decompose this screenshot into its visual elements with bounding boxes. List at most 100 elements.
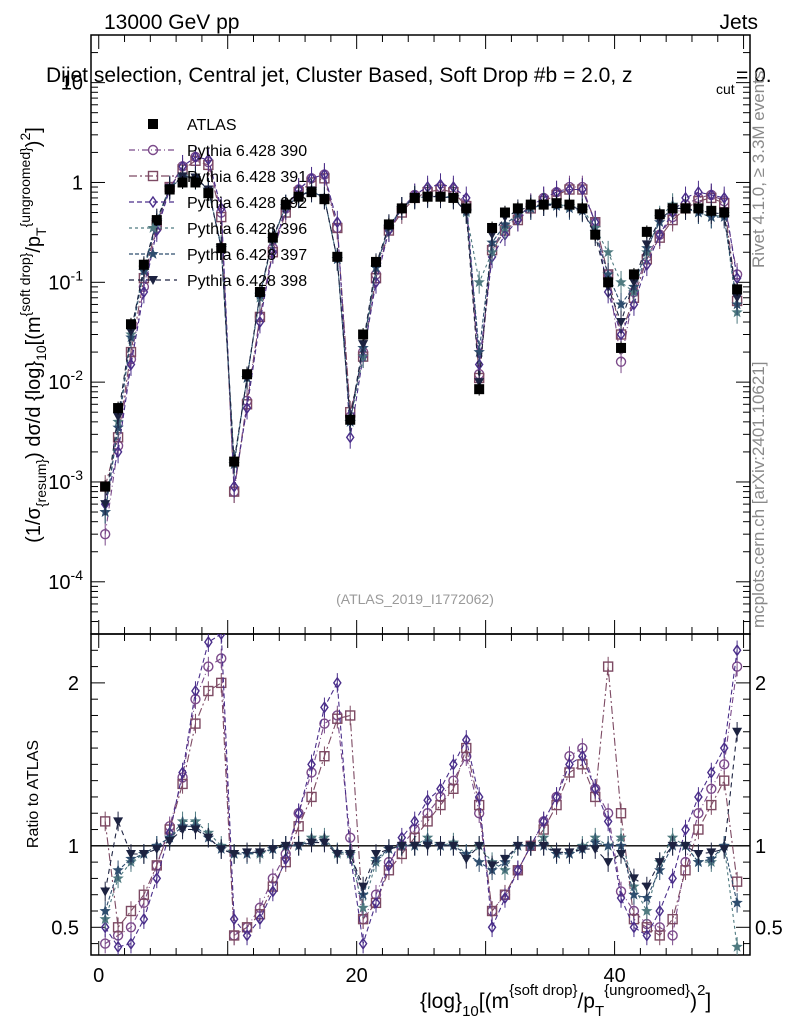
ratio-point xyxy=(732,727,743,737)
ratio-point xyxy=(473,856,485,867)
data-point xyxy=(242,369,253,380)
data-point xyxy=(732,284,743,295)
data-point xyxy=(641,240,652,250)
ratio-point xyxy=(487,861,498,871)
ratio-point xyxy=(357,901,369,913)
ratio-point xyxy=(706,799,717,811)
ratio-point xyxy=(615,808,627,819)
ratio-point xyxy=(396,841,407,851)
ratio-point xyxy=(680,841,691,851)
ratio-tick-label-right: 2 xyxy=(755,673,766,695)
legend-entry: Pythia 6.428 396 xyxy=(129,221,307,238)
data-point xyxy=(204,153,213,166)
ratio-point xyxy=(152,872,162,885)
ratio-point xyxy=(254,848,265,858)
axes: 0 20 40 10-4 10-3 10-2 10-1 1 10 0.5 0.5 1 1 2 2 xyxy=(48,34,783,987)
ratio-point xyxy=(216,845,227,855)
ratio-point xyxy=(255,912,265,926)
data-point xyxy=(693,203,704,214)
data-point xyxy=(473,346,485,357)
series-5 xyxy=(99,166,743,524)
legend-marker xyxy=(147,248,159,259)
data-point xyxy=(642,258,652,271)
ratio-point xyxy=(655,904,665,918)
series-6 xyxy=(100,165,743,516)
data-point xyxy=(280,199,291,210)
ratio-point xyxy=(216,634,226,641)
title-tail: = 0. xyxy=(736,64,772,87)
data-point xyxy=(654,209,665,220)
ratio-point xyxy=(602,839,614,851)
ratio-point xyxy=(190,825,201,835)
legend-label: Pythia 6.428 390 xyxy=(187,143,307,160)
ratio-point xyxy=(307,758,316,771)
ratio-point xyxy=(345,710,356,721)
ratio-point xyxy=(99,938,111,949)
data-point xyxy=(99,528,111,540)
data-point xyxy=(474,378,485,388)
ratio-point xyxy=(616,849,627,859)
data-point xyxy=(320,168,329,181)
ratio-point xyxy=(164,836,175,846)
legend-label: Pythia 6.428 391 xyxy=(187,169,307,186)
ratio-point xyxy=(139,912,149,926)
ratio-tick-label-right: 1 xyxy=(755,836,766,858)
ratio-point xyxy=(719,845,730,855)
series-4 xyxy=(99,165,743,524)
data-point xyxy=(602,268,614,280)
ratio-point xyxy=(577,749,587,763)
y-tick-label: 1 xyxy=(72,172,83,194)
data-point xyxy=(590,229,601,240)
series-line xyxy=(104,156,738,505)
legend-entry: Pythia 6.428 398 xyxy=(129,273,307,290)
ratio-point xyxy=(190,718,201,729)
ratio-point xyxy=(616,891,626,905)
data-point xyxy=(473,276,485,288)
y-tick-label: 10-4 xyxy=(48,567,83,594)
ratio-point xyxy=(320,701,329,714)
data-point xyxy=(229,480,239,493)
ratio-frame xyxy=(90,633,751,956)
ratio-point xyxy=(204,635,213,649)
ratio-point xyxy=(706,848,717,858)
ratio-point xyxy=(590,782,600,796)
ratio-line xyxy=(104,666,738,937)
data-point xyxy=(615,356,627,367)
data-point xyxy=(125,319,136,330)
data-point xyxy=(615,298,627,310)
ratio-point xyxy=(693,824,704,835)
mcplots-label: mcplots.cern.ch [arXiv:2401.10621] xyxy=(749,362,768,628)
ratio-point xyxy=(112,922,124,933)
main-panel xyxy=(99,145,743,546)
data-point xyxy=(551,198,562,209)
data-point xyxy=(190,177,201,188)
legend-label: Pythia 6.428 392 xyxy=(187,195,307,212)
analysis-watermark: (ATLAS_2019_I1772062) xyxy=(336,591,494,607)
data-point xyxy=(113,403,124,414)
ratio-point xyxy=(268,885,278,898)
data-point xyxy=(487,222,498,233)
ratio-point xyxy=(564,848,575,858)
data-point xyxy=(732,293,743,303)
x-axis-label: {log}10[(m{soft drop}/pT{ungroomed})2] xyxy=(420,982,711,1020)
ratio-point xyxy=(603,815,613,828)
data-point xyxy=(512,203,523,214)
svg-text:{log}10[(m{soft drop}/pT{ungro: {log}10[(m{soft drop}/pT{ungroomed})2] xyxy=(420,982,711,1020)
legend-marker xyxy=(148,195,158,209)
legend-label: ATLAS xyxy=(187,117,237,134)
ratio-point xyxy=(229,912,239,926)
ratio-point xyxy=(693,849,704,859)
ratio-point xyxy=(474,841,485,851)
ratio-panel xyxy=(99,634,743,955)
ratio-point xyxy=(409,841,420,851)
ratio-point xyxy=(383,845,394,855)
ratio-point xyxy=(125,849,136,859)
ratio-point xyxy=(345,832,356,843)
data-point xyxy=(216,202,226,215)
ratio-point xyxy=(242,848,253,858)
y-axis-label: (1/σ{resum}) dσ/d {log}10[(m{soft drop}/… xyxy=(17,127,49,543)
ratio-point xyxy=(410,815,420,828)
header-right: Jets xyxy=(719,11,758,34)
ratio-point xyxy=(138,849,149,859)
